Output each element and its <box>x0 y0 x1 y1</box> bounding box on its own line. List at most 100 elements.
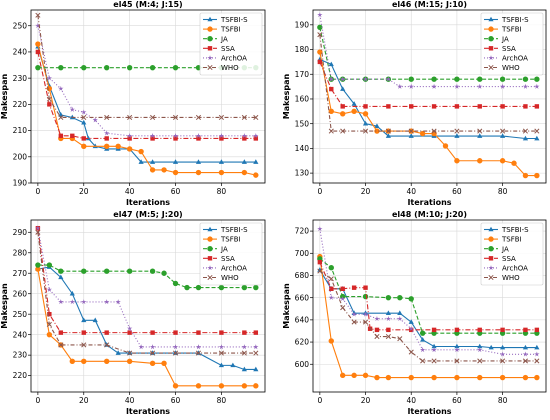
data-point <box>126 358 133 364</box>
marker-stroke <box>431 358 437 364</box>
data-point <box>351 108 357 115</box>
marker-stroke <box>534 128 540 134</box>
data-point <box>58 299 64 305</box>
data-point <box>317 268 323 274</box>
data-point <box>126 146 133 152</box>
data-point <box>46 321 52 327</box>
legend-item-ssa: SSA <box>203 45 235 53</box>
data-point <box>35 229 41 235</box>
plot-frame <box>312 9 547 184</box>
data-point <box>150 330 155 335</box>
legend-item-who: WHO <box>484 64 520 72</box>
data-point <box>328 128 334 134</box>
data-point <box>534 374 540 381</box>
data-point <box>104 114 110 121</box>
data-point <box>172 159 179 164</box>
data-point <box>172 64 179 71</box>
data-point <box>328 265 334 271</box>
data-point <box>161 360 167 367</box>
data-point <box>385 128 391 134</box>
data-point <box>172 133 179 139</box>
data-point <box>454 104 460 109</box>
x-tick-label: 80 <box>498 187 508 196</box>
x-tick-label: 0 <box>317 187 322 196</box>
data-point <box>81 299 87 305</box>
x-axis-label: Iterations <box>126 407 170 416</box>
y-tick-label: 230 <box>13 74 28 83</box>
chart-title: el47 (M:5; J:20) <box>113 210 182 219</box>
series-line <box>37 15 256 119</box>
legend-item-tsfbi-s: TSFBI-S <box>484 226 529 234</box>
legend-label: SSA <box>502 45 516 53</box>
data-point <box>454 347 460 353</box>
legend-item-tsfbi: TSFBI <box>484 236 522 244</box>
y-tick-label: 240 <box>13 48 28 57</box>
data-point <box>35 41 41 47</box>
marker-stroke <box>35 12 41 18</box>
data-point <box>253 114 259 121</box>
data-point <box>499 344 506 350</box>
data-point <box>35 22 41 28</box>
marker-stroke <box>488 274 494 281</box>
legend-marker <box>488 26 494 32</box>
legend-marker <box>207 236 213 242</box>
legend-marker <box>488 265 494 271</box>
legend-marker <box>207 256 213 261</box>
marker-stroke <box>340 305 346 311</box>
data-point <box>362 111 369 117</box>
data-point <box>534 358 540 364</box>
legend-marker <box>488 46 494 51</box>
data-point <box>431 327 437 333</box>
data-point <box>195 114 202 121</box>
data-point <box>195 133 202 139</box>
data-point <box>58 114 64 121</box>
legend-label: JA <box>220 35 228 43</box>
marker-stroke <box>241 350 247 356</box>
y-tick-label: 660 <box>295 293 310 302</box>
data-point <box>397 294 403 301</box>
data-point <box>104 342 110 348</box>
data-point <box>127 114 133 121</box>
data-point <box>81 317 87 323</box>
marker-stroke <box>328 276 334 282</box>
legend-marker <box>207 274 213 281</box>
y-tick-label: 640 <box>295 315 310 324</box>
marker-stroke <box>81 342 87 348</box>
data-point <box>362 372 369 379</box>
data-point <box>81 143 87 150</box>
data-point <box>241 344 248 350</box>
data-point <box>386 104 391 109</box>
data-point <box>81 64 87 71</box>
data-point <box>161 167 167 173</box>
chart-title: el45 (M:4; J:15) <box>113 0 182 9</box>
y-tick-label: 280 <box>13 248 28 257</box>
legend-label: SSA <box>221 255 235 263</box>
marker-stroke <box>58 114 64 121</box>
legend-item-ja: JA <box>203 245 228 253</box>
legend-marker <box>488 274 494 281</box>
data-point <box>522 374 529 381</box>
data-point <box>454 343 460 349</box>
data-point <box>374 333 380 340</box>
data-point <box>431 343 437 349</box>
marker-stroke <box>172 114 179 121</box>
marker-stroke <box>46 321 52 327</box>
data-point <box>241 133 248 139</box>
data-point <box>92 117 98 123</box>
marker-stroke <box>397 336 403 342</box>
marker-stroke <box>195 350 202 356</box>
y-tick-label: 220 <box>13 100 28 109</box>
data-point <box>149 64 156 71</box>
y-axis-label: Makespan <box>0 283 9 329</box>
data-point <box>500 104 505 109</box>
data-point <box>69 358 75 364</box>
data-point <box>81 109 87 115</box>
data-point <box>35 64 41 71</box>
data-point <box>385 133 391 138</box>
data-point <box>70 133 75 139</box>
data-point <box>362 120 369 126</box>
marker-stroke <box>431 128 437 134</box>
